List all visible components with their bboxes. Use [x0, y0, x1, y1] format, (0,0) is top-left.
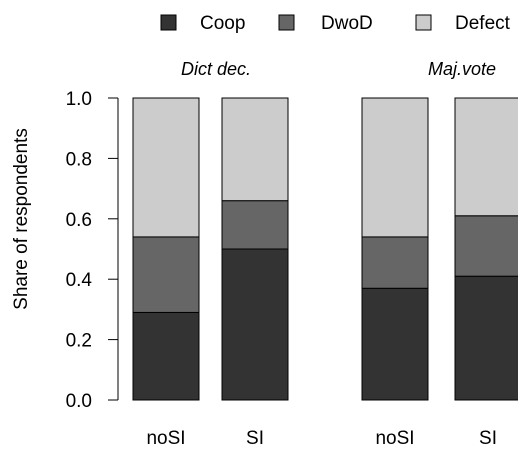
legend-swatch-defect: [415, 14, 432, 31]
bar-segment-coop: [132, 311, 200, 401]
legend-swatch-coop: [160, 14, 177, 31]
legend-label-defect: Defect: [455, 13, 511, 34]
legend-label-coop: Coop: [200, 13, 245, 34]
y-tick-label: 0.0: [66, 391, 92, 412]
bar-segment-defect: [221, 97, 289, 202]
bar-segment-coop: [454, 275, 518, 401]
bar-segment-defect: [454, 97, 518, 217]
legend-swatch-dwod: [278, 14, 295, 31]
bar-segment-coop: [221, 248, 289, 401]
x-category-label: noSI: [146, 428, 185, 449]
panel-titles: Dict dec. Maj.vote: [181, 59, 496, 79]
y-tick-label: 0.8: [66, 149, 92, 170]
y-tick-label: 0.6: [66, 210, 92, 231]
y-tick-label: 0.2: [66, 331, 92, 352]
bar-segment-defect: [361, 97, 429, 238]
bars: [132, 97, 518, 401]
bar-segment-dwod: [361, 236, 429, 289]
panel-title: Maj.vote: [428, 59, 496, 79]
bar-segment-dwod: [454, 215, 518, 277]
x-category-label: SI: [246, 428, 264, 449]
x-category-label: SI: [479, 428, 497, 449]
y-axis-title: Share of respondents: [11, 128, 32, 310]
y-axis: 0.0 0.2 0.4 0.6 0.8 1.0: [66, 89, 119, 412]
legend-label-dwod: DwoD: [321, 13, 373, 34]
bar-segment-defect: [132, 97, 200, 238]
x-category-label: noSI: [375, 428, 414, 449]
y-tick-label: 0.4: [66, 270, 93, 291]
panel-title: Dict dec.: [181, 59, 251, 79]
bar-segment-dwod: [132, 236, 200, 313]
bar-segment-coop: [361, 287, 429, 401]
y-tick-label: 1.0: [66, 89, 92, 110]
x-axis-labels: noSI SI noSI SI: [146, 428, 497, 449]
legend: Coop DwoD Defect: [160, 13, 511, 34]
bar-segment-dwod: [221, 200, 289, 250]
